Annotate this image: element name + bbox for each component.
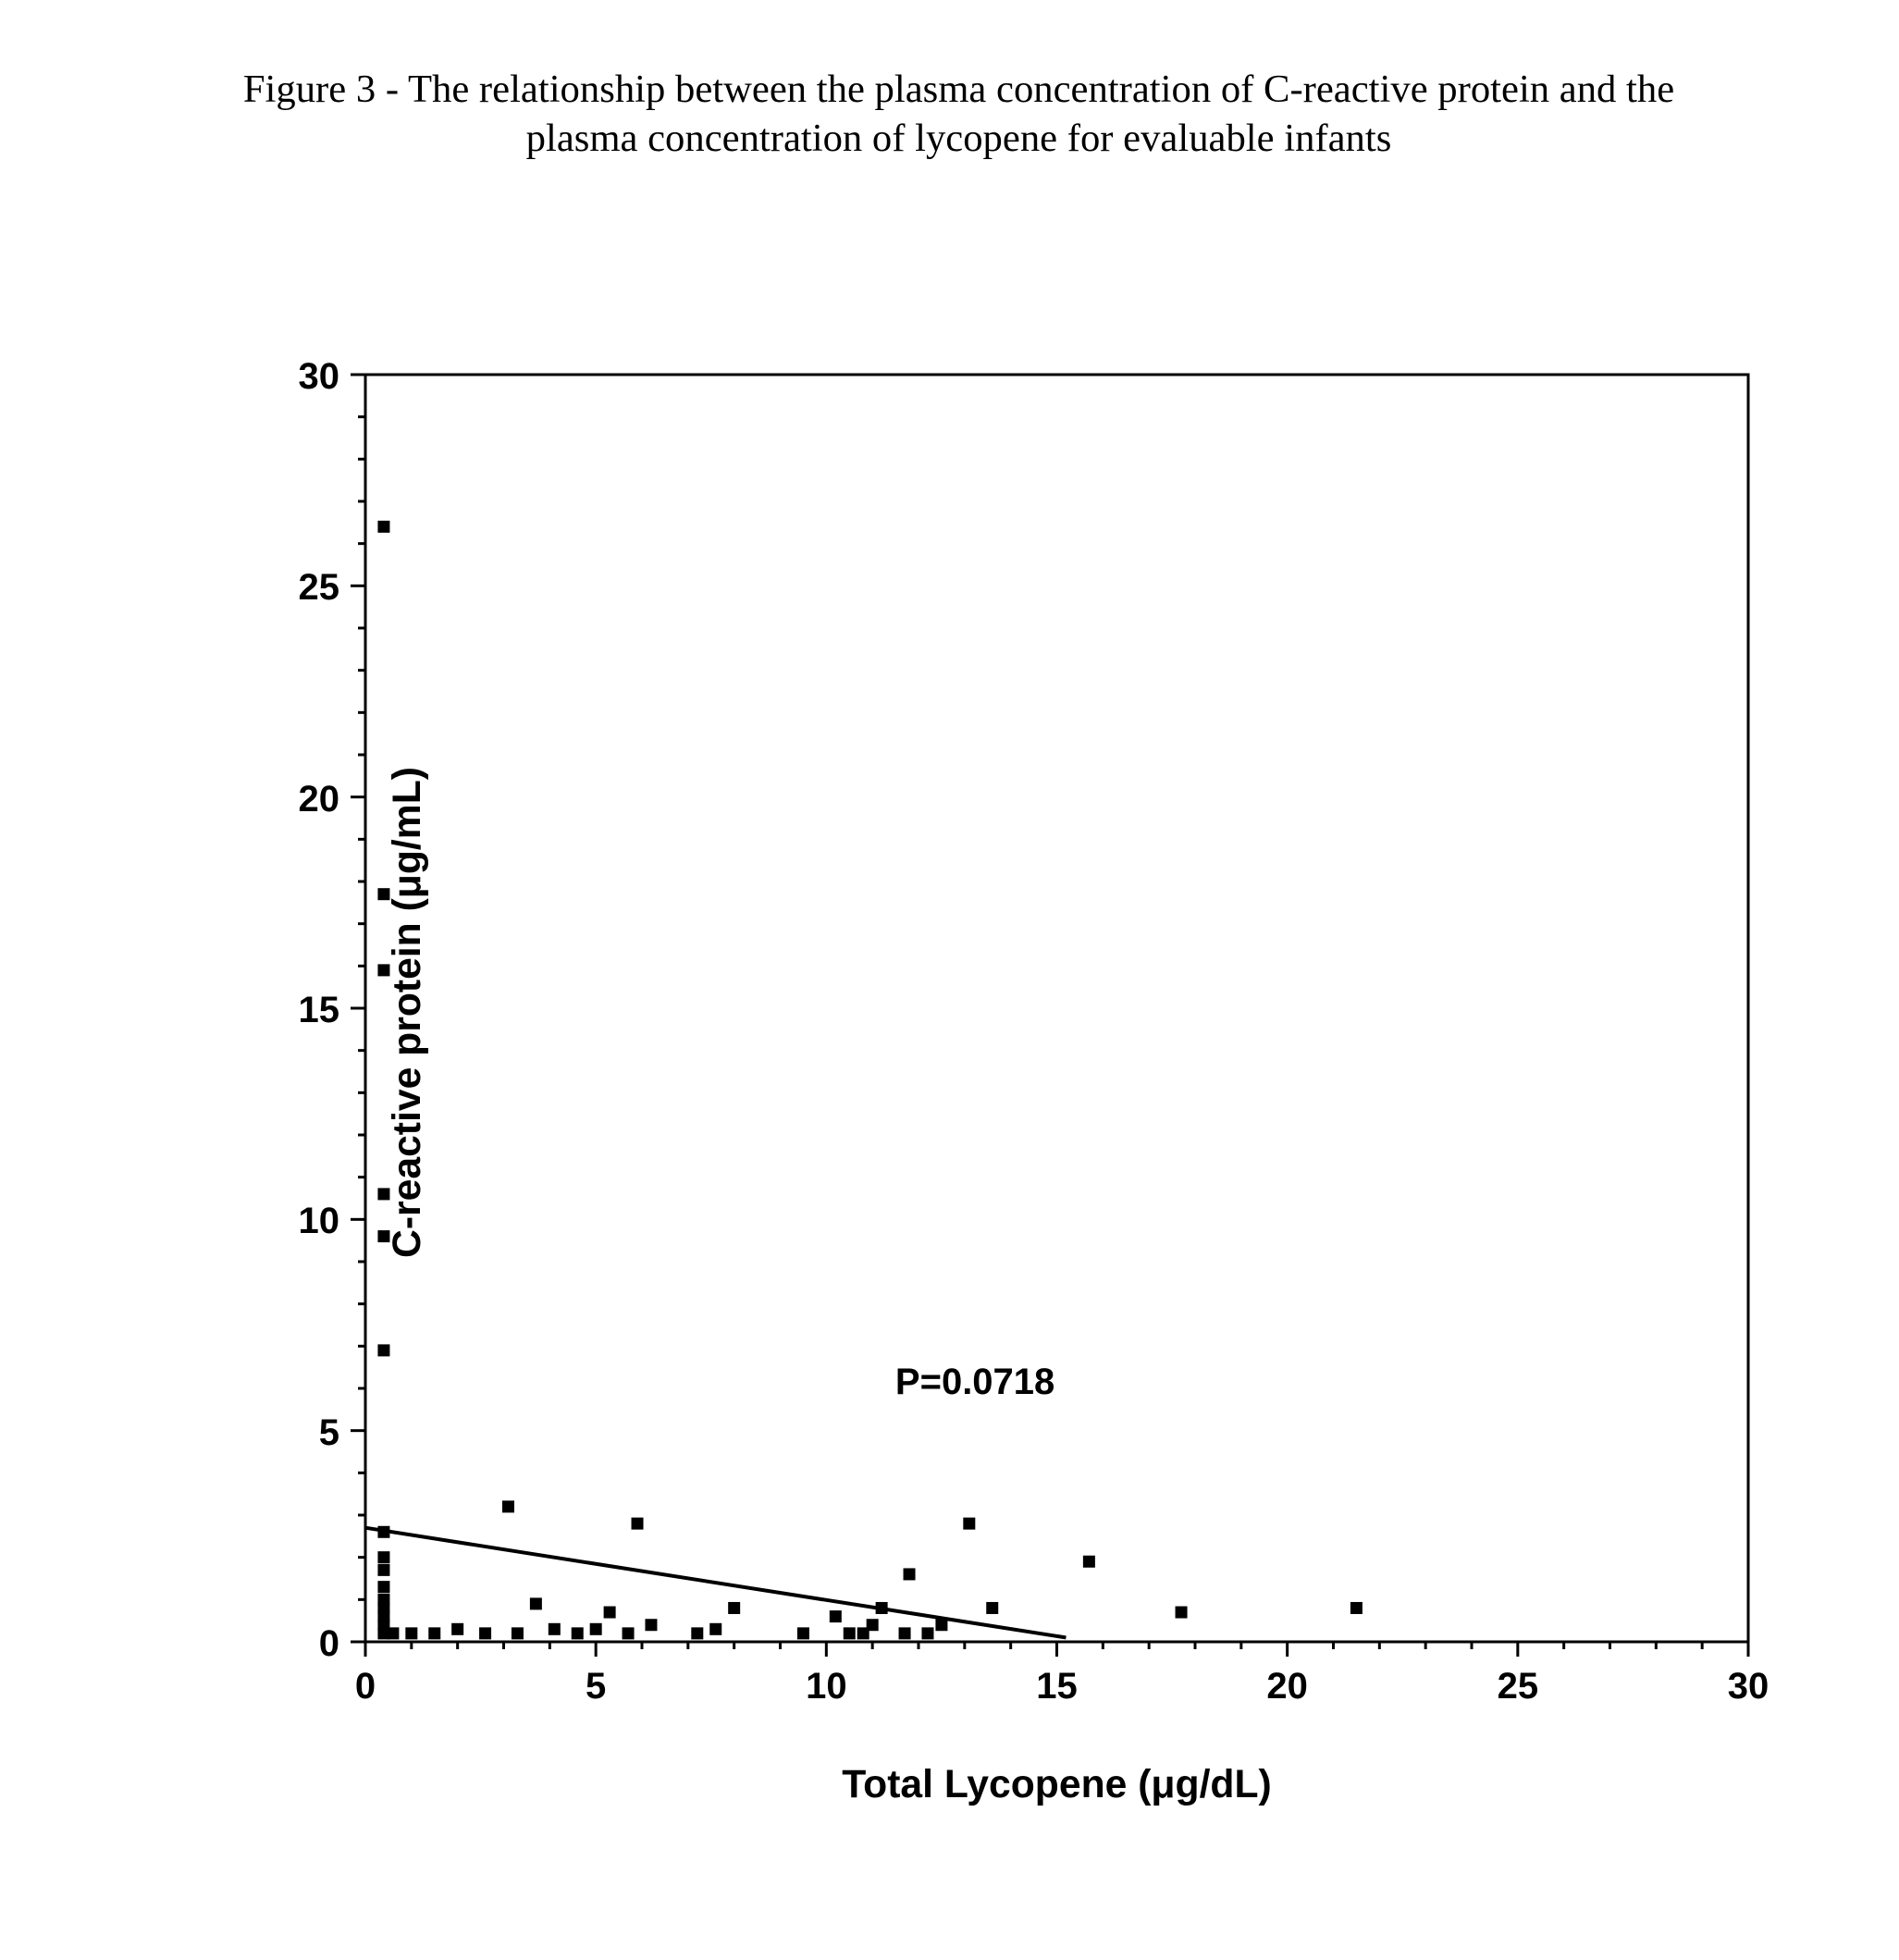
x-tick-label: 10 [798,1666,854,1707]
y-tick-label: 0 [319,1623,339,1665]
x-tick-label: 15 [1030,1666,1085,1707]
pvalue-annotation: P=0.0718 [895,1362,1054,1403]
y-tick-label: 5 [319,1412,339,1454]
x-tick-label: 5 [568,1666,623,1707]
y-tick-label: 10 [299,1201,340,1242]
x-tick-label: 0 [338,1666,393,1707]
y-tick-label: 15 [299,990,340,1031]
x-tick-label: 25 [1490,1666,1546,1707]
x-tick-label: 30 [1720,1666,1776,1707]
chart-svg [0,0,1899,1960]
x-axis-label: Total Lycopene (μg/dL) [826,1762,1289,1807]
x-tick-label: 20 [1260,1666,1315,1707]
y-tick-label: 30 [299,356,340,398]
y-tick-label: 25 [299,567,340,609]
y-tick-label: 20 [299,779,340,820]
y-axis-label: C-reactive protein (μg/mL) [385,767,430,1258]
scatter-chart: C-reactive protein (μg/mL) Total Lycopen… [0,0,1899,1960]
page: Figure 3 - The relationship between the … [0,0,1899,1960]
